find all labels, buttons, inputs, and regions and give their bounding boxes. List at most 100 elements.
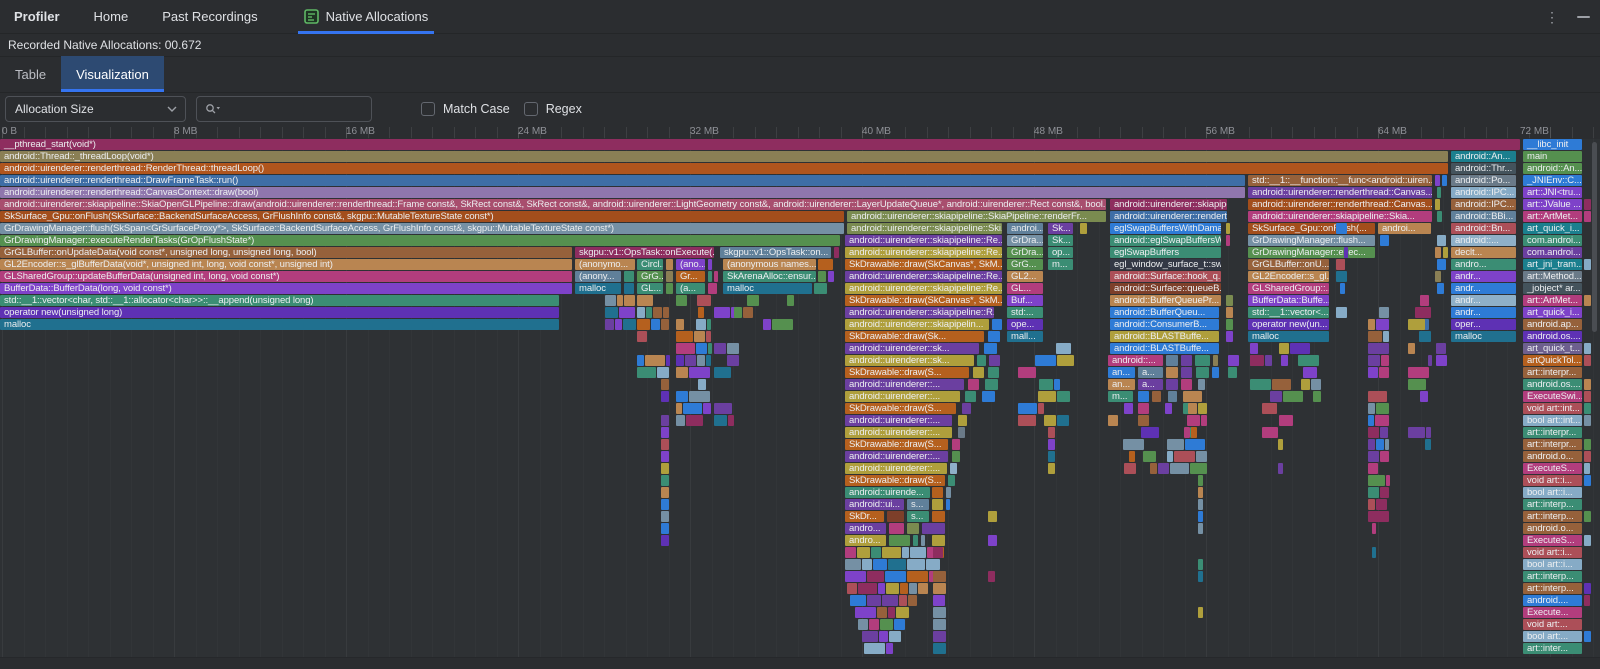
flame-block-small[interactable]: [666, 283, 673, 294]
flame-block-small[interactable]: [698, 307, 704, 318]
flame-block-small[interactable]: [1368, 475, 1385, 486]
flame-block-small[interactable]: [1198, 571, 1203, 582]
flame-block-small[interactable]: [873, 559, 887, 570]
flame-block-small[interactable]: [1290, 343, 1310, 354]
flame-block-small[interactable]: [1018, 415, 1036, 426]
flame-block-small[interactable]: [1584, 199, 1591, 210]
flame-block-small[interactable]: [727, 343, 739, 354]
flame-block[interactable]: art_quick_i...: [1523, 307, 1582, 318]
flame-block-small[interactable]: [1183, 391, 1202, 402]
flame-block[interactable]: BufferData::BufferData(long, void const*…: [0, 283, 572, 294]
flame-block-small[interactable]: [988, 367, 999, 378]
flame-block-small[interactable]: [1212, 367, 1219, 378]
search-field[interactable]: [196, 96, 372, 122]
flame-block-small[interactable]: [1250, 343, 1258, 354]
flame-block[interactable]: android::uirenderer::renderthread::Canva…: [1248, 199, 1432, 210]
flame-block-small[interactable]: [910, 547, 926, 558]
flame-block-small[interactable]: [1181, 367, 1192, 378]
flame-block[interactable]: GrDra...: [1007, 247, 1043, 258]
flame-block-small[interactable]: [1044, 415, 1056, 426]
flame-block[interactable]: GLSharedGroup::...: [1248, 283, 1329, 294]
flame-block-small[interactable]: [1226, 307, 1233, 318]
flame-block-small[interactable]: [689, 391, 710, 402]
flame-block-small[interactable]: [1376, 403, 1389, 414]
flame-block-small[interactable]: [1437, 259, 1446, 270]
flame-block-small[interactable]: [1018, 367, 1036, 378]
flame-block[interactable]: GrGLBuffer::onUpdateData(void const*, un…: [0, 247, 572, 258]
flame-block-small[interactable]: [1054, 379, 1060, 390]
flame-block-small[interactable]: [1372, 523, 1376, 534]
flame-block-small[interactable]: [661, 499, 669, 510]
flame-block[interactable]: android::uirenderer::...: [845, 463, 947, 474]
flame-block-small[interactable]: [703, 403, 711, 414]
flame-block-small[interactable]: [1278, 463, 1283, 474]
flame-block-small[interactable]: [689, 367, 710, 378]
flame-block[interactable]: operator new(un...: [1248, 319, 1329, 330]
flame-block[interactable]: android::uirende...: [845, 487, 930, 498]
flame-block-small[interactable]: [1272, 379, 1291, 390]
flame-block-small[interactable]: [1228, 367, 1237, 378]
flame-block[interactable]: (anonymo...: [575, 259, 635, 270]
flame-block-small[interactable]: [1428, 355, 1432, 366]
flame-block-small[interactable]: [933, 619, 946, 630]
flame-block-small[interactable]: [1198, 499, 1203, 510]
flame-block-small[interactable]: [1168, 391, 1177, 402]
flame-block-small[interactable]: [1198, 523, 1203, 534]
flame-block-small[interactable]: [1038, 391, 1056, 402]
flame-block[interactable]: artQuickTol...: [1523, 355, 1582, 366]
flame-block[interactable]: art::interp...: [1523, 571, 1582, 582]
flame-block-small[interactable]: [1368, 403, 1375, 414]
flame-block-small[interactable]: [1124, 403, 1133, 414]
flame-block-small[interactable]: [1226, 223, 1230, 234]
flame-block-small[interactable]: [1584, 463, 1590, 474]
flame-block-small[interactable]: [1437, 235, 1446, 246]
flame-block-small[interactable]: [907, 571, 928, 582]
flame-block[interactable]: an...: [1108, 379, 1135, 390]
flame-block-small[interactable]: [1425, 439, 1431, 450]
flame-block-small[interactable]: [886, 643, 893, 654]
flame-block-small[interactable]: [1143, 451, 1156, 462]
flame-block[interactable]: (anonymous names...: [723, 259, 816, 270]
flame-block-small[interactable]: [1584, 511, 1591, 522]
flame-block[interactable]: GrDra...: [1007, 235, 1043, 246]
flame-block-small[interactable]: [932, 535, 945, 546]
flame-block[interactable]: android::uirenderer::skiapipeline::Ski..…: [847, 223, 1002, 234]
flame-block-small[interactable]: [1584, 451, 1591, 462]
flame-block[interactable]: (a...: [676, 283, 705, 294]
flame-block[interactable]: egl_window_surface_t::swap...: [1110, 259, 1221, 270]
flame-block-small[interactable]: [1584, 631, 1591, 642]
flame-block[interactable]: android::IPC...: [1451, 199, 1516, 210]
flame-block-small[interactable]: [1368, 367, 1378, 378]
flame-block[interactable]: android::An...: [1523, 163, 1582, 174]
flame-block-small[interactable]: [871, 547, 881, 558]
flame-block-small[interactable]: [1057, 391, 1070, 402]
flame-block[interactable]: android::uirenderer::renderthread::Canva…: [1248, 187, 1432, 198]
flame-block-small[interactable]: [714, 415, 727, 426]
flame-block-small[interactable]: [1298, 355, 1319, 366]
flame-block-small[interactable]: [1368, 511, 1389, 522]
flame-block[interactable]: andro...: [1451, 259, 1516, 270]
flame-block-small[interactable]: [834, 247, 839, 258]
flame-block-small[interactable]: [1420, 391, 1428, 402]
flame-block-small[interactable]: [1368, 487, 1379, 498]
flame-block-small[interactable]: [1368, 319, 1375, 330]
flame-block-small[interactable]: [1385, 439, 1389, 450]
flame-block[interactable]: SkSurface_Gpu::onFlush(...: [1248, 223, 1375, 234]
flame-block-small[interactable]: [1368, 463, 1378, 474]
flame-block[interactable]: android::uirenderer::...: [845, 391, 960, 402]
flame-block-small[interactable]: [1226, 331, 1233, 342]
flame-block-small[interactable]: [1278, 439, 1283, 450]
flame-block-small[interactable]: [889, 535, 910, 546]
flame-block[interactable]: android::uirenderer::skiapipe...: [1110, 199, 1227, 210]
flame-block-small[interactable]: [1283, 391, 1303, 402]
flame-block[interactable]: andro...: [845, 535, 886, 546]
flame-block[interactable]: __pthread_start(void*): [0, 139, 1520, 150]
flame-block-small[interactable]: [845, 559, 861, 570]
flame-block-small[interactable]: [676, 319, 684, 330]
flame-block-small[interactable]: [888, 607, 895, 618]
flame-block-small[interactable]: [697, 355, 705, 366]
flame-block-small[interactable]: [1181, 355, 1192, 366]
flame-block-small[interactable]: [977, 355, 986, 366]
flame-block-small[interactable]: [1313, 391, 1321, 402]
flame-block-small[interactable]: [1181, 379, 1192, 390]
